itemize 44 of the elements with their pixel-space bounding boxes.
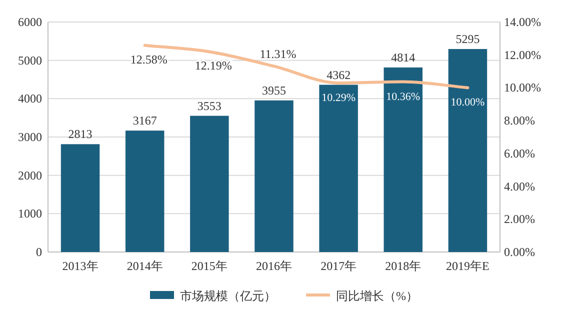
y-tick-label: 3000 (18, 130, 42, 144)
y-tick-label: 5000 (18, 53, 42, 68)
bar (190, 116, 229, 252)
y2-tick-label: 2.00% (504, 212, 535, 226)
data-label: 3955 (262, 83, 286, 98)
bar (125, 130, 164, 252)
y2-tick-label: 4.00% (504, 179, 535, 194)
legend-label: 同比增长（%） (336, 289, 418, 303)
x-tick-label: 2016年 (256, 259, 292, 273)
legend-label: 市场规模（亿元） (180, 289, 276, 303)
data-label: 12.58% (130, 52, 168, 66)
data-label: 3553 (197, 98, 222, 113)
y-tick-label: 0 (36, 245, 42, 259)
data-label: 10.00% (450, 96, 485, 109)
data-label: 2813 (68, 127, 92, 142)
data-label: 10.36% (386, 90, 420, 103)
y2-tick-label: 14.00% (504, 15, 541, 29)
data-label: 10.29% (322, 92, 356, 104)
y-tick-label: 1000 (18, 206, 42, 221)
x-tick-label: 2019年E (446, 259, 490, 273)
y-tick-label: 6000 (18, 15, 42, 29)
y2-tick-label: 12.00% (504, 48, 541, 62)
data-label: 5295 (456, 32, 480, 46)
x-tick-label: 2017年 (320, 259, 357, 273)
bar (60, 144, 100, 252)
bar (448, 49, 488, 252)
y2-tick-label: 6.00% (504, 146, 535, 160)
bar (319, 84, 358, 252)
bar (384, 67, 423, 252)
y-tick-label: 4000 (18, 92, 42, 106)
data-label: 12.19% (194, 58, 232, 73)
y2-tick-label: 8.00% (504, 114, 535, 128)
x-tick-label: 2014年 (126, 259, 163, 273)
data-label: 4362 (326, 68, 351, 82)
data-label: 4814 (391, 50, 416, 64)
data-label: 3167 (132, 114, 157, 128)
x-tick-label: 2015年 (191, 259, 228, 273)
y2-tick-label: 0.00% (504, 245, 535, 259)
x-tick-label: 2013年 (62, 259, 98, 273)
data-label: 11.31% (260, 47, 296, 62)
y-tick-label: 2000 (18, 168, 42, 182)
x-tick-label: 2018年 (385, 259, 422, 273)
bar (254, 100, 294, 252)
y2-tick-label: 10.00% (504, 80, 541, 95)
